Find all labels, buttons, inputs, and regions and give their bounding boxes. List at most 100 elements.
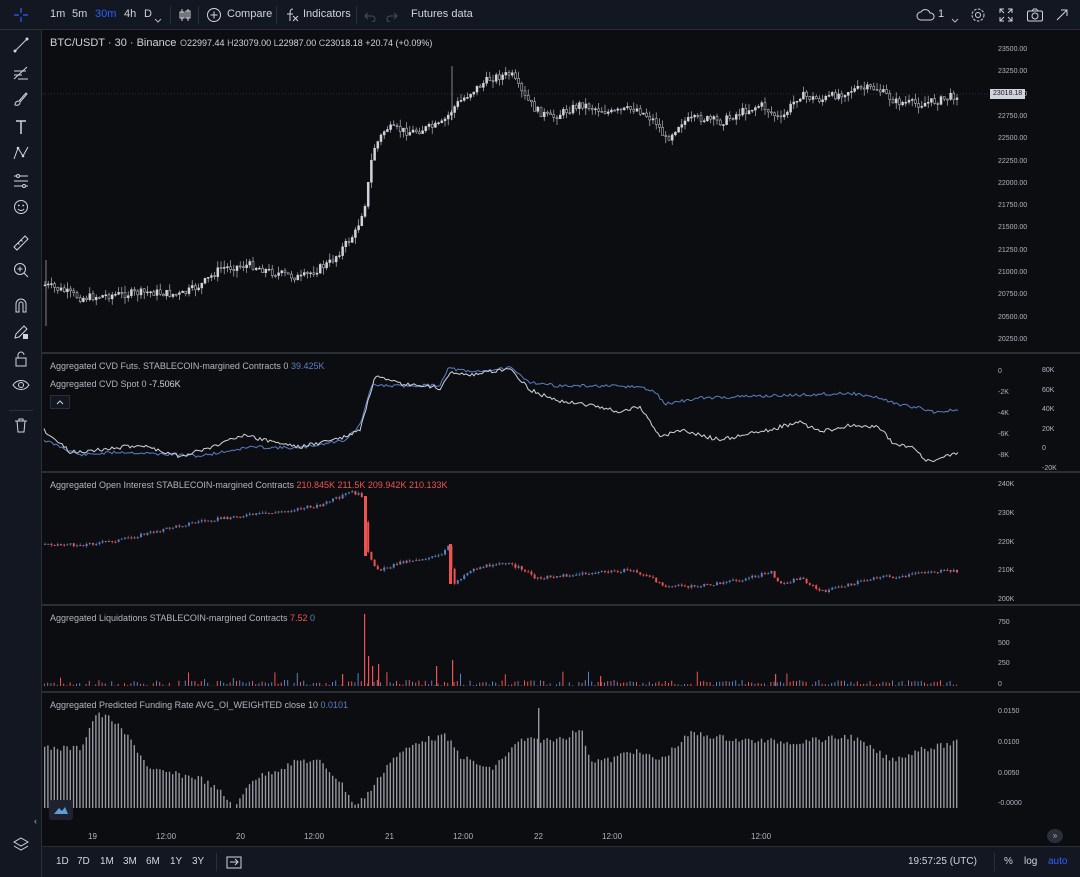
compare-button[interactable]: Compare	[227, 8, 273, 20]
undo-icon[interactable]	[364, 9, 376, 27]
close-label: C	[318, 38, 326, 48]
text-icon[interactable]	[10, 116, 32, 138]
funding-axis[interactable]	[1038, 693, 1080, 826]
prediction-icon[interactable]	[10, 170, 32, 192]
go-to-realtime-icon[interactable]: »	[1047, 829, 1063, 843]
axis-tick: 230K	[998, 509, 1015, 517]
redo-icon[interactable]	[386, 9, 398, 27]
gear-icon[interactable]	[970, 7, 986, 28]
x-axis-tick: 22	[534, 832, 543, 841]
time-axis[interactable]	[42, 826, 1080, 846]
plus-circle-icon[interactable]	[206, 7, 222, 28]
axis-tick: 22000.00	[998, 179, 1028, 187]
oi-pane[interactable]	[42, 473, 1038, 604]
axis-tick: 21000.00	[998, 269, 1028, 276]
range-1y[interactable]: 1Y	[170, 856, 183, 867]
range-1m[interactable]: 1M	[100, 856, 114, 867]
oi-label: Aggregated Open Interest STABLECOIN-marg…	[50, 480, 294, 490]
axis-tick: 500	[998, 639, 1010, 647]
liquidations-pane[interactable]	[42, 606, 1038, 691]
candles-icon[interactable]	[178, 7, 192, 28]
percent-toggle[interactable]: %	[1004, 856, 1013, 867]
cloud-icon[interactable]	[916, 8, 936, 27]
chevron-down-icon[interactable]	[951, 11, 959, 29]
x-axis-tick: 12:00	[453, 832, 474, 841]
pane-separator[interactable]	[42, 604, 1080, 606]
zoom-in-icon[interactable]	[10, 259, 32, 281]
log-toggle[interactable]: log	[1024, 856, 1038, 867]
pane-separator[interactable]	[42, 691, 1080, 693]
indicators-button[interactable]: Indicators	[303, 8, 351, 20]
oi-low-value: 209.942K	[367, 480, 407, 490]
axis-tick: -8K	[998, 452, 1009, 459]
axis-tick: 22500.00	[998, 135, 1028, 143]
bottom-toolbar: 1D 7D 1M 3M 6M 1Y 3Y 19:57:25 (UTC) % lo…	[42, 846, 1080, 877]
timeframe-5m[interactable]: 5m	[72, 8, 88, 20]
axis-tick: 0	[1042, 445, 1046, 452]
symbol-title[interactable]: BTC/USDT · 30 · Binance	[50, 37, 177, 49]
ohlc-legend: O22997.44 H23079.00 L22987.00 C23018.18 …	[180, 38, 432, 48]
layout-count[interactable]: 1	[938, 8, 945, 20]
layers-icon[interactable]	[10, 834, 32, 856]
magnet-icon[interactable]	[10, 294, 32, 316]
range-7d[interactable]: 7D	[77, 856, 90, 867]
funding-label: Aggregated Predicted Funding Rate AVG_OI…	[50, 700, 318, 710]
pattern-icon[interactable]	[10, 142, 32, 164]
fx-icon[interactable]	[284, 7, 300, 28]
funding-legend: Aggregated Predicted Funding Rate AVG_OI…	[50, 700, 348, 710]
toolbar-divider	[198, 6, 199, 24]
fullscreen-icon[interactable]	[998, 7, 1014, 28]
range-3m[interactable]: 3M	[123, 856, 137, 867]
collapse-legend-button[interactable]	[50, 395, 70, 409]
oi-legend: Aggregated Open Interest STABLECOIN-marg…	[50, 480, 448, 490]
brush-icon[interactable]	[10, 88, 32, 110]
x-axis-tick: 19	[88, 832, 97, 841]
trend-line-icon[interactable]	[10, 34, 32, 56]
publish-icon[interactable]	[1054, 7, 1070, 28]
cvd-pane[interactable]	[42, 354, 1038, 471]
liquidations-axis[interactable]	[1038, 606, 1080, 691]
toolbar-divider	[356, 6, 357, 24]
liq-value-2: 0	[310, 613, 316, 623]
trash-icon[interactable]	[10, 414, 32, 436]
axis-tick: 60K	[1042, 386, 1055, 394]
axis-tick: 240K	[998, 481, 1015, 488]
funding-pane[interactable]	[42, 693, 1038, 826]
axis-tick: 210K	[998, 567, 1015, 575]
timeframe-4h[interactable]: 4h	[124, 8, 137, 20]
crosshair-icon[interactable]	[10, 4, 32, 26]
futures-data-button[interactable]: Futures data	[411, 8, 473, 20]
x-axis-tick: 12:00	[304, 832, 325, 841]
fib-tool-icon[interactable]	[10, 62, 32, 84]
pane-separator[interactable]	[42, 471, 1080, 473]
scroll-left-icon[interactable]: ‹	[34, 816, 37, 826]
oi-axis[interactable]	[1038, 473, 1080, 604]
clock[interactable]: 19:57:25 (UTC)	[908, 856, 977, 867]
range-1d[interactable]: 1D	[56, 856, 69, 867]
camera-icon[interactable]	[1026, 7, 1044, 28]
cvd-axis[interactable]	[1038, 354, 1080, 471]
smiley-icon[interactable]	[10, 196, 32, 218]
price-axis[interactable]	[1038, 30, 1080, 352]
axis-tick: 20K	[1042, 425, 1055, 433]
close-value: 23018.18	[325, 38, 363, 48]
toolbar-divider	[9, 410, 33, 411]
timeframe-30m[interactable]: 30m	[95, 8, 117, 20]
brand-logo-icon[interactable]	[49, 800, 73, 820]
timeframe-1m[interactable]: 1m	[50, 8, 66, 20]
price-pane[interactable]	[42, 30, 1038, 352]
chevron-down-icon[interactable]	[154, 11, 162, 29]
goto-date-icon[interactable]	[226, 855, 242, 874]
range-3y[interactable]: 3Y	[192, 856, 205, 867]
pencil-lock-icon[interactable]	[10, 321, 32, 343]
cvd-futs-legend: Aggregated CVD Futs. STABLECOIN-margined…	[50, 361, 324, 371]
axis-tick: 23500.00	[998, 46, 1028, 53]
lock-icon[interactable]	[10, 348, 32, 370]
axis-tick: 21250.00	[998, 246, 1028, 254]
ruler-icon[interactable]	[10, 232, 32, 254]
auto-toggle[interactable]: auto	[1048, 856, 1068, 867]
timeframe-d[interactable]: D	[144, 8, 152, 20]
eye-icon[interactable]	[10, 374, 32, 396]
range-6m[interactable]: 6M	[146, 856, 160, 867]
pane-separator[interactable]	[42, 352, 1080, 354]
